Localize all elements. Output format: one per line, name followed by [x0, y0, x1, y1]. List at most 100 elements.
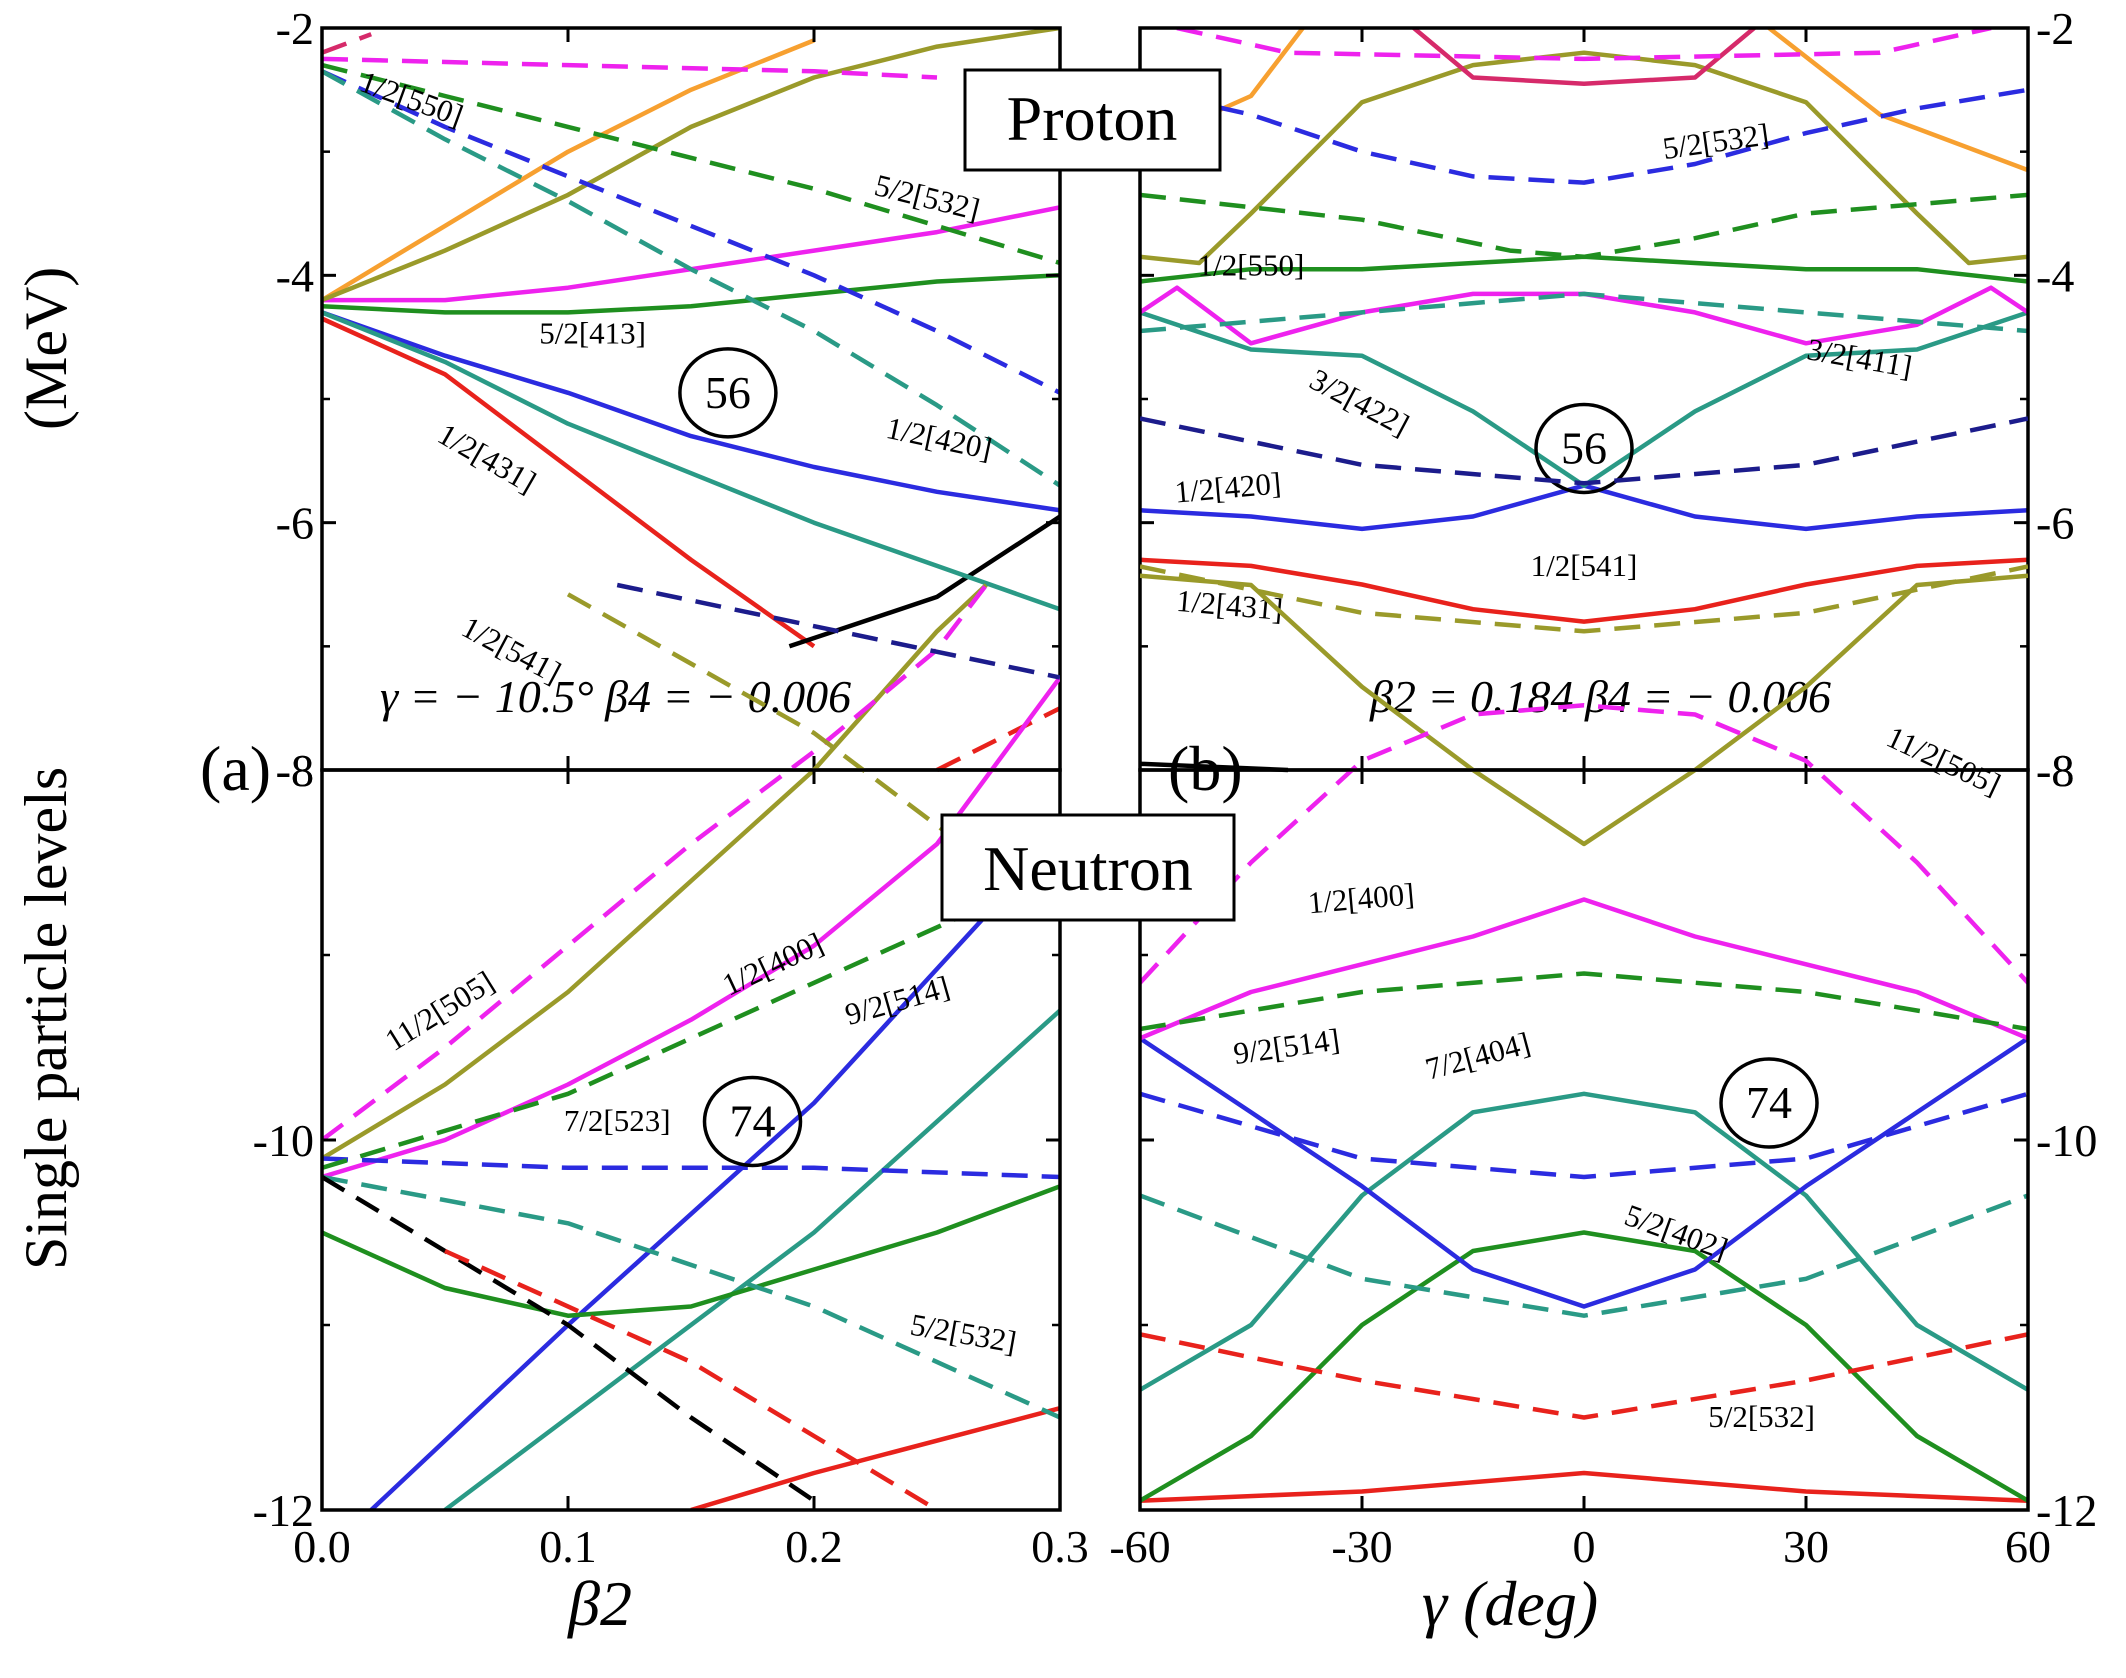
series-red-solid-3: [690, 1406, 1060, 1510]
panel-b_bottom: 1/2[541] 11/2[505] 1/2[400] 9/2[514] 7/2[404…: [1109, 416, 2097, 1572]
series-red-dashed-8: [1140, 1332, 2028, 1420]
series-navy-dashed-13: [616, 582, 1060, 680]
y-tick-label: -4: [276, 250, 314, 301]
series-teal-dashed-9: [322, 69, 1060, 488]
series-olive-dashed-11: [1140, 564, 2028, 634]
magic-number-circle: [1534, 402, 1634, 495]
series-red-solid-0: [1140, 557, 2028, 624]
magic-number-circle: [678, 347, 778, 439]
orbital-label: 9/2[514]: [841, 969, 953, 1032]
x-tick-label: -30: [1331, 1521, 1392, 1572]
magic-number: 56: [1561, 422, 1607, 473]
series-group: [1140, 28, 2028, 773]
magic-number-circle: [1719, 1057, 1819, 1149]
series-magenta-dashed-12: [1176, 28, 1992, 62]
series-red-dashed-11: [444, 1248, 939, 1510]
series-olive-solid-5: [1140, 573, 2028, 847]
series-navy-dashed-12: [1140, 416, 2028, 486]
series-magenta-dashed-7: [322, 583, 988, 1142]
series-blue-solid-2: [322, 310, 1060, 513]
series-olive-solid-5: [322, 583, 988, 1161]
panel-frame: [1138, 26, 2030, 772]
series-green-solid-4: [322, 273, 1060, 315]
series-teal-dashed-9: [322, 1174, 1060, 1420]
x-tick-label: 30: [1783, 1521, 1829, 1572]
series-olive-solid-5: [1140, 50, 2028, 266]
series-green-dashed-9: [1140, 971, 2028, 1032]
y-tick-label: -10: [2036, 1115, 2097, 1166]
y-axis-label: Single particle levels: [13, 767, 79, 1270]
series-teal-solid-1: [443, 1008, 1060, 1510]
y-tick-label: -8: [2036, 745, 2074, 796]
panel-parameters: β2 = 0.184 β4 = − 0.006: [1369, 671, 1831, 722]
series-orange-solid-6: [322, 38, 815, 303]
orbital-label: 5/2[413]: [539, 315, 646, 350]
series-magenta-dashed-10: [1140, 703, 2028, 985]
series-green-dashed-10: [1140, 192, 2028, 260]
y-tick-label: -10: [253, 1115, 314, 1166]
series-group: [322, 28, 1060, 773]
series-teal-solid-2: [1140, 1091, 2028, 1392]
series-blue-solid-3: [1140, 1036, 2028, 1309]
orbital-label: 11/2[505]: [379, 964, 500, 1058]
proton-box: Proton: [963, 68, 1222, 172]
x-tick-label: 0.0: [293, 1521, 351, 1572]
y-tick-label: -6: [2036, 498, 2074, 549]
x-tick-label: 60: [2005, 1521, 2051, 1572]
magic-number-circle: [702, 1075, 803, 1168]
series-olive-solid-7: [322, 28, 1060, 303]
y-tick-label: -2: [276, 3, 314, 54]
orbital-label: 5/2[532]: [871, 167, 983, 227]
orbital-label: 7/2[404]: [1422, 1025, 1534, 1086]
orbital-label: 5/2[532]: [1660, 117, 1771, 167]
y-tick-label: -12: [2036, 1485, 2097, 1536]
y-tick-label: -12: [253, 1485, 314, 1536]
series-green-dashed-8: [322, 869, 1060, 1170]
series-green-solid-1: [1140, 1230, 2028, 1503]
orbital-label: 1/2[541]: [1531, 548, 1638, 583]
orbital-label: 1/2[431]: [1175, 583, 1284, 627]
orbital-label: 1/2[400]: [1306, 876, 1415, 920]
series-blue-dashed-6: [322, 1156, 1060, 1180]
orbital-label: 1/2[431]: [432, 416, 542, 500]
series-green-solid-2: [322, 1184, 1060, 1318]
series-group: [322, 582, 1060, 1510]
orbital-label: 3/2[411]: [1805, 331, 1915, 384]
series-teal-dashed-7: [1140, 1193, 2028, 1318]
panel-a_top: 1/2[550]5/2[532]5/2[413]1/2[431] 1/2[420]…: [200, 3, 1062, 1639]
x-tick-label: 0.2: [785, 1521, 843, 1572]
orbital-label: 5/2[532]: [908, 1307, 1019, 1360]
series-magenta-solid-4: [1140, 897, 2028, 1041]
panel-a_bottom: 1/2[541]11/2[505] 1/2[400] 9/2[514]7/2[523…: [253, 582, 1089, 1572]
orbital-label: 7/2[523]: [564, 1103, 671, 1138]
x-axis-label: β2: [566, 1568, 632, 1639]
series-black-solid-1: [788, 514, 1060, 649]
series-teal-solid-2: [1140, 310, 2028, 488]
panel-frame: [320, 26, 1062, 772]
series-magenta-dashed-11: [322, 56, 938, 80]
neutron-box: Neutron: [940, 813, 1236, 922]
magic-number: 74: [1746, 1077, 1792, 1128]
orbital-label: 5/2[532]: [1708, 1399, 1815, 1434]
panel-letter: (a): [200, 733, 271, 804]
series-black-dashed-10: [322, 1175, 816, 1503]
series-magenta-solid-4: [322, 676, 1060, 1180]
series-red-dashed-13: [935, 706, 1060, 773]
y-tick-label: -4: [2036, 250, 2074, 301]
series-blue-solid-0: [369, 833, 1060, 1510]
magic-number: 56: [705, 367, 751, 418]
orbital-label: 1/2[420]: [1173, 465, 1282, 509]
x-tick-label: 0: [1573, 1521, 1596, 1572]
x-axis-label: γ (deg): [1422, 1568, 1598, 1639]
y-tick-label: -6: [276, 498, 314, 549]
series-teal-dashed-11: [1140, 291, 2028, 334]
orbital-label: 5/2[402]: [1620, 1197, 1732, 1266]
orbital-label: 9/2[514]: [1231, 1022, 1342, 1072]
x-tick-label: 0.3: [1031, 1521, 1089, 1572]
series-crimson-dashed-12: [322, 32, 372, 55]
x-tick-label: -60: [1109, 1521, 1170, 1572]
neutron-box-label: Neutron: [983, 833, 1193, 904]
proton-box-label: Proton: [1007, 83, 1178, 154]
orbital-label: 1/2[550]: [1198, 247, 1305, 282]
y-tick-label: -8: [276, 745, 314, 796]
